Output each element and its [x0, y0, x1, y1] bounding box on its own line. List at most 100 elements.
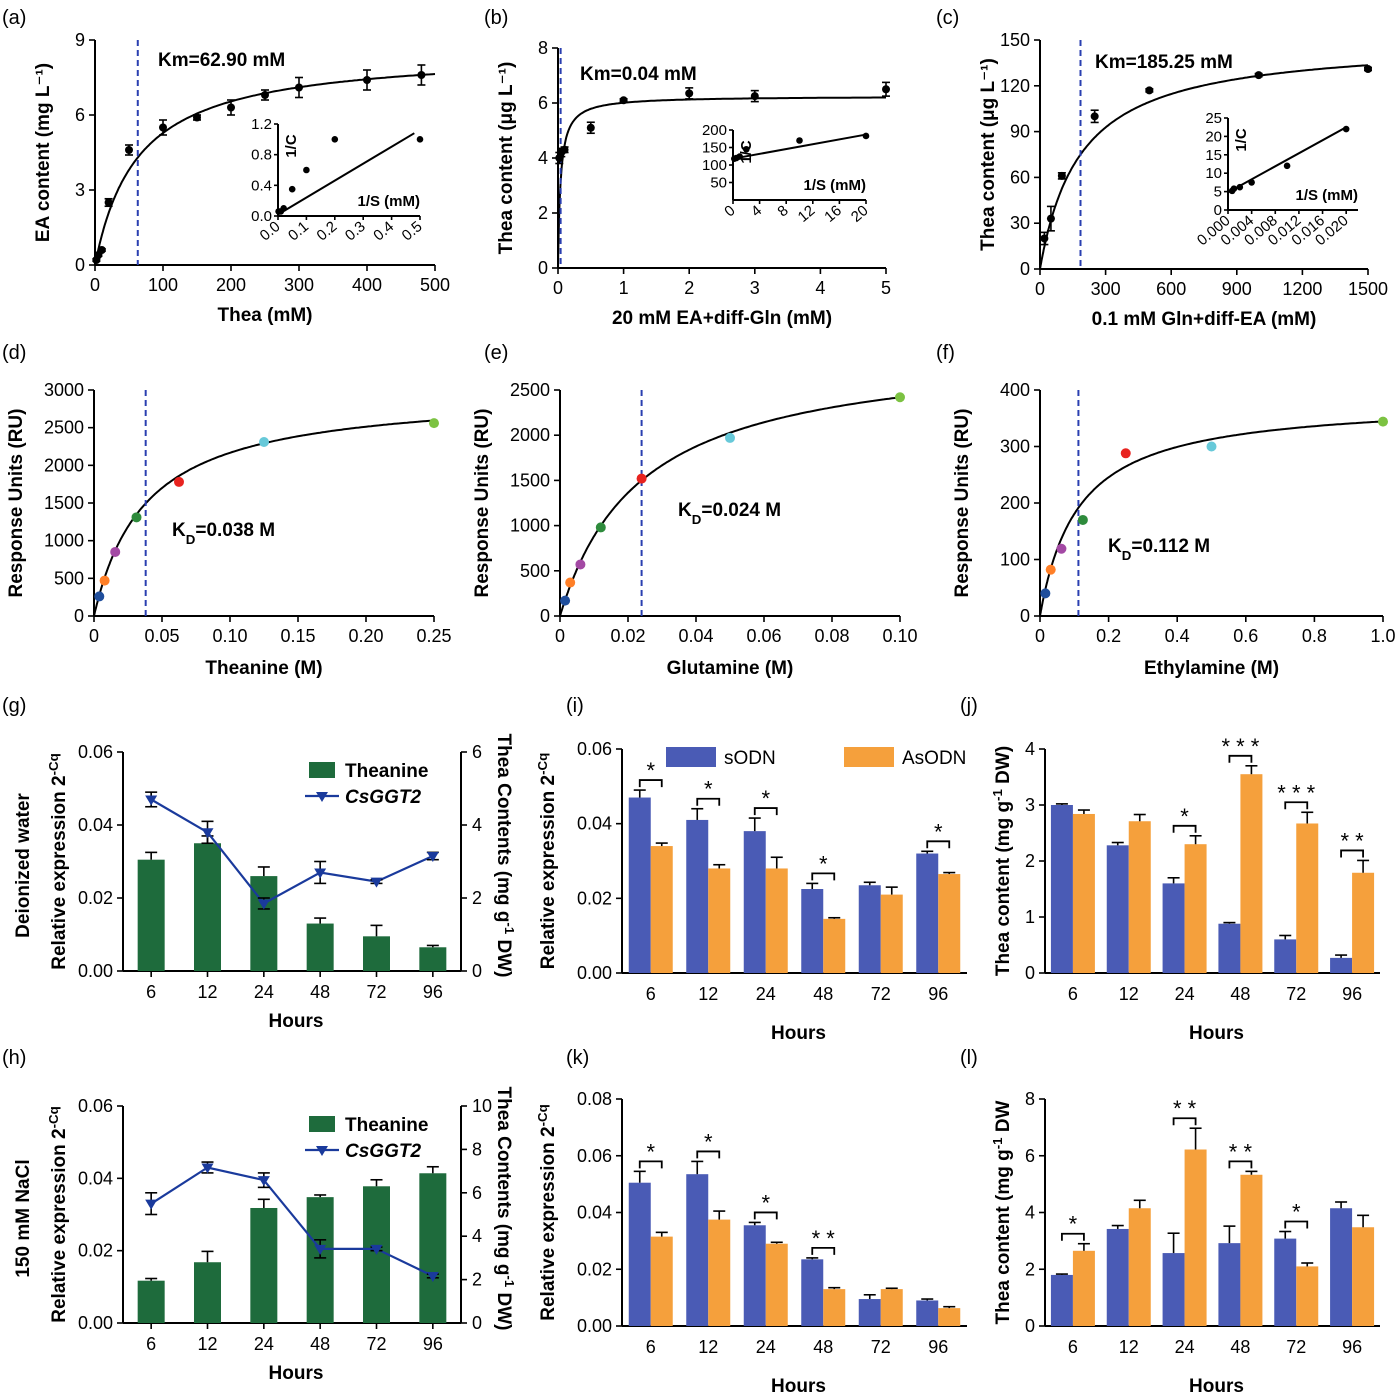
panel-label: (f): [936, 342, 955, 364]
line-marker: [201, 1163, 214, 1174]
bar-asodn: [1296, 823, 1319, 973]
panel-a: (a) 0 3 6 9 0 100 200 300 400 500 Thea (mM) EA conte…: [2, 7, 450, 326]
y-tick-label: 4: [1025, 1203, 1035, 1223]
inset-y-tick-label: 15: [1205, 147, 1222, 164]
y-axis-label: Response Units (RU): [6, 409, 27, 598]
y-tick-label: 3: [1025, 795, 1035, 815]
legend-marker: [316, 1146, 328, 1156]
data-point: [259, 436, 269, 447]
text-part: K: [172, 520, 186, 541]
text-part: =0.038 M: [195, 520, 275, 541]
inset-y-tick-label: 150: [702, 140, 727, 157]
x-tick-label: 48: [310, 982, 330, 1002]
significance-bracket: [1172, 1117, 1197, 1126]
x-axis-label: Hours: [269, 1011, 324, 1032]
panel-f: (f) 0 100 200 300 400 0 0.2 0.4 0.6 0.8 1.0 Ethylami…: [936, 342, 1396, 679]
x-tick-label: 24: [756, 1337, 776, 1357]
data-point: [1254, 71, 1263, 80]
text-part: DW: [993, 1100, 1014, 1137]
bar-sodn: [1106, 1228, 1129, 1326]
y-tick-label: 0: [472, 1313, 482, 1333]
bar-asodn: [765, 1243, 788, 1326]
y-tick-label: 0.06: [577, 1146, 612, 1166]
significance-bracket: [1228, 754, 1253, 763]
y-tick-label: 2500: [510, 380, 550, 400]
x-tick-label: 6: [646, 984, 656, 1004]
bar-sodn: [743, 1225, 766, 1326]
bar-sodn: [916, 853, 939, 973]
y-axis-label-left: Relative expression 2-Cq: [46, 753, 71, 969]
y-tick-label: 2: [1025, 1259, 1035, 1279]
kd-annotation: KD=0.112 M: [1108, 536, 1210, 563]
data-point: [1077, 514, 1088, 525]
text-part: K: [678, 500, 692, 521]
y-tick-label: 0.02: [577, 888, 612, 908]
x-tick-label: 1: [619, 278, 629, 298]
legend-label-theanine: Theanine: [345, 1115, 428, 1136]
inset-y-label: 1/C: [738, 140, 755, 164]
x-tick-label: 4: [815, 278, 825, 298]
y-tick-label: 200: [1000, 493, 1030, 513]
text-part: DW): [493, 934, 514, 977]
bar-sodn: [858, 885, 881, 973]
bar-asodn: [650, 1236, 673, 1326]
text-part: Relative expression 2: [538, 775, 559, 969]
x-tick-label: 1200: [1282, 279, 1322, 299]
data-point: [560, 595, 571, 606]
x-tick-label: 48: [1230, 984, 1250, 1004]
inset-y-tick-label: 100: [702, 157, 727, 174]
panel-label: (l): [960, 1047, 978, 1069]
x-tick-label: 12: [698, 984, 718, 1004]
data-point: [1145, 86, 1154, 95]
x-tick-label: 6: [146, 1334, 156, 1354]
y-tick-label: 2: [1025, 851, 1035, 871]
fit-curve: [1039, 64, 1369, 270]
y-axis-label: Response Units (RU): [472, 409, 493, 598]
significance-bracket: [1172, 824, 1197, 833]
legend-swatch-theanine: [309, 762, 335, 778]
data-point: [685, 89, 694, 98]
y-tick-label: 4: [538, 148, 548, 168]
y-tick-label: 6: [472, 742, 482, 762]
panel-label: (g): [2, 695, 26, 717]
y-tick-label: 0.04: [78, 815, 113, 835]
y-tick-label: 150: [1000, 30, 1030, 50]
y-tick-label: 2: [472, 1270, 482, 1290]
y-axis-label-right: Thea Contents (mg g-1 DW): [493, 1086, 518, 1330]
inset-x-tick-label: 0.4: [370, 218, 397, 244]
x-tick-label: 72: [871, 1337, 891, 1357]
inset-x-tick-label: 4: [748, 202, 765, 220]
y-tick-label: 4: [1025, 739, 1035, 759]
panel-label: (a): [2, 7, 26, 29]
line-marker: [314, 1244, 327, 1255]
inset-x-tick-label: 20: [848, 202, 872, 226]
inset-x-tick-label: 0.1: [285, 218, 312, 244]
significance-stars: *: [1180, 804, 1189, 829]
inset-y-tick-label: 5: [1214, 184, 1222, 201]
bar-sodn: [1162, 883, 1185, 973]
fit-curve: [557, 96, 886, 269]
bar-asodn: [1240, 774, 1263, 973]
text-part: D: [692, 512, 702, 527]
y-tick-label: 0: [472, 961, 482, 981]
legend-marker: [316, 792, 328, 802]
significance-stars: * * *: [1277, 780, 1315, 805]
bar-asodn: [823, 918, 846, 973]
y-axis-label: Thea content (μg L⁻¹): [496, 62, 517, 255]
y-tick-label: 0: [75, 255, 85, 275]
bar-sodn: [1330, 1208, 1353, 1326]
y-tick-label: 90: [1010, 122, 1030, 142]
text-part: -Cq: [535, 1104, 550, 1126]
data-point: [1206, 441, 1217, 452]
significance-bracket: [811, 872, 836, 881]
inset-point: [280, 205, 287, 212]
bar-theanine: [137, 859, 165, 971]
data-point: [575, 559, 586, 570]
line-marker: [426, 852, 439, 863]
bar-asodn: [765, 868, 788, 973]
significance-bracket: [753, 1211, 778, 1220]
data-point: [104, 198, 113, 207]
x-tick-label: 0: [89, 626, 99, 646]
